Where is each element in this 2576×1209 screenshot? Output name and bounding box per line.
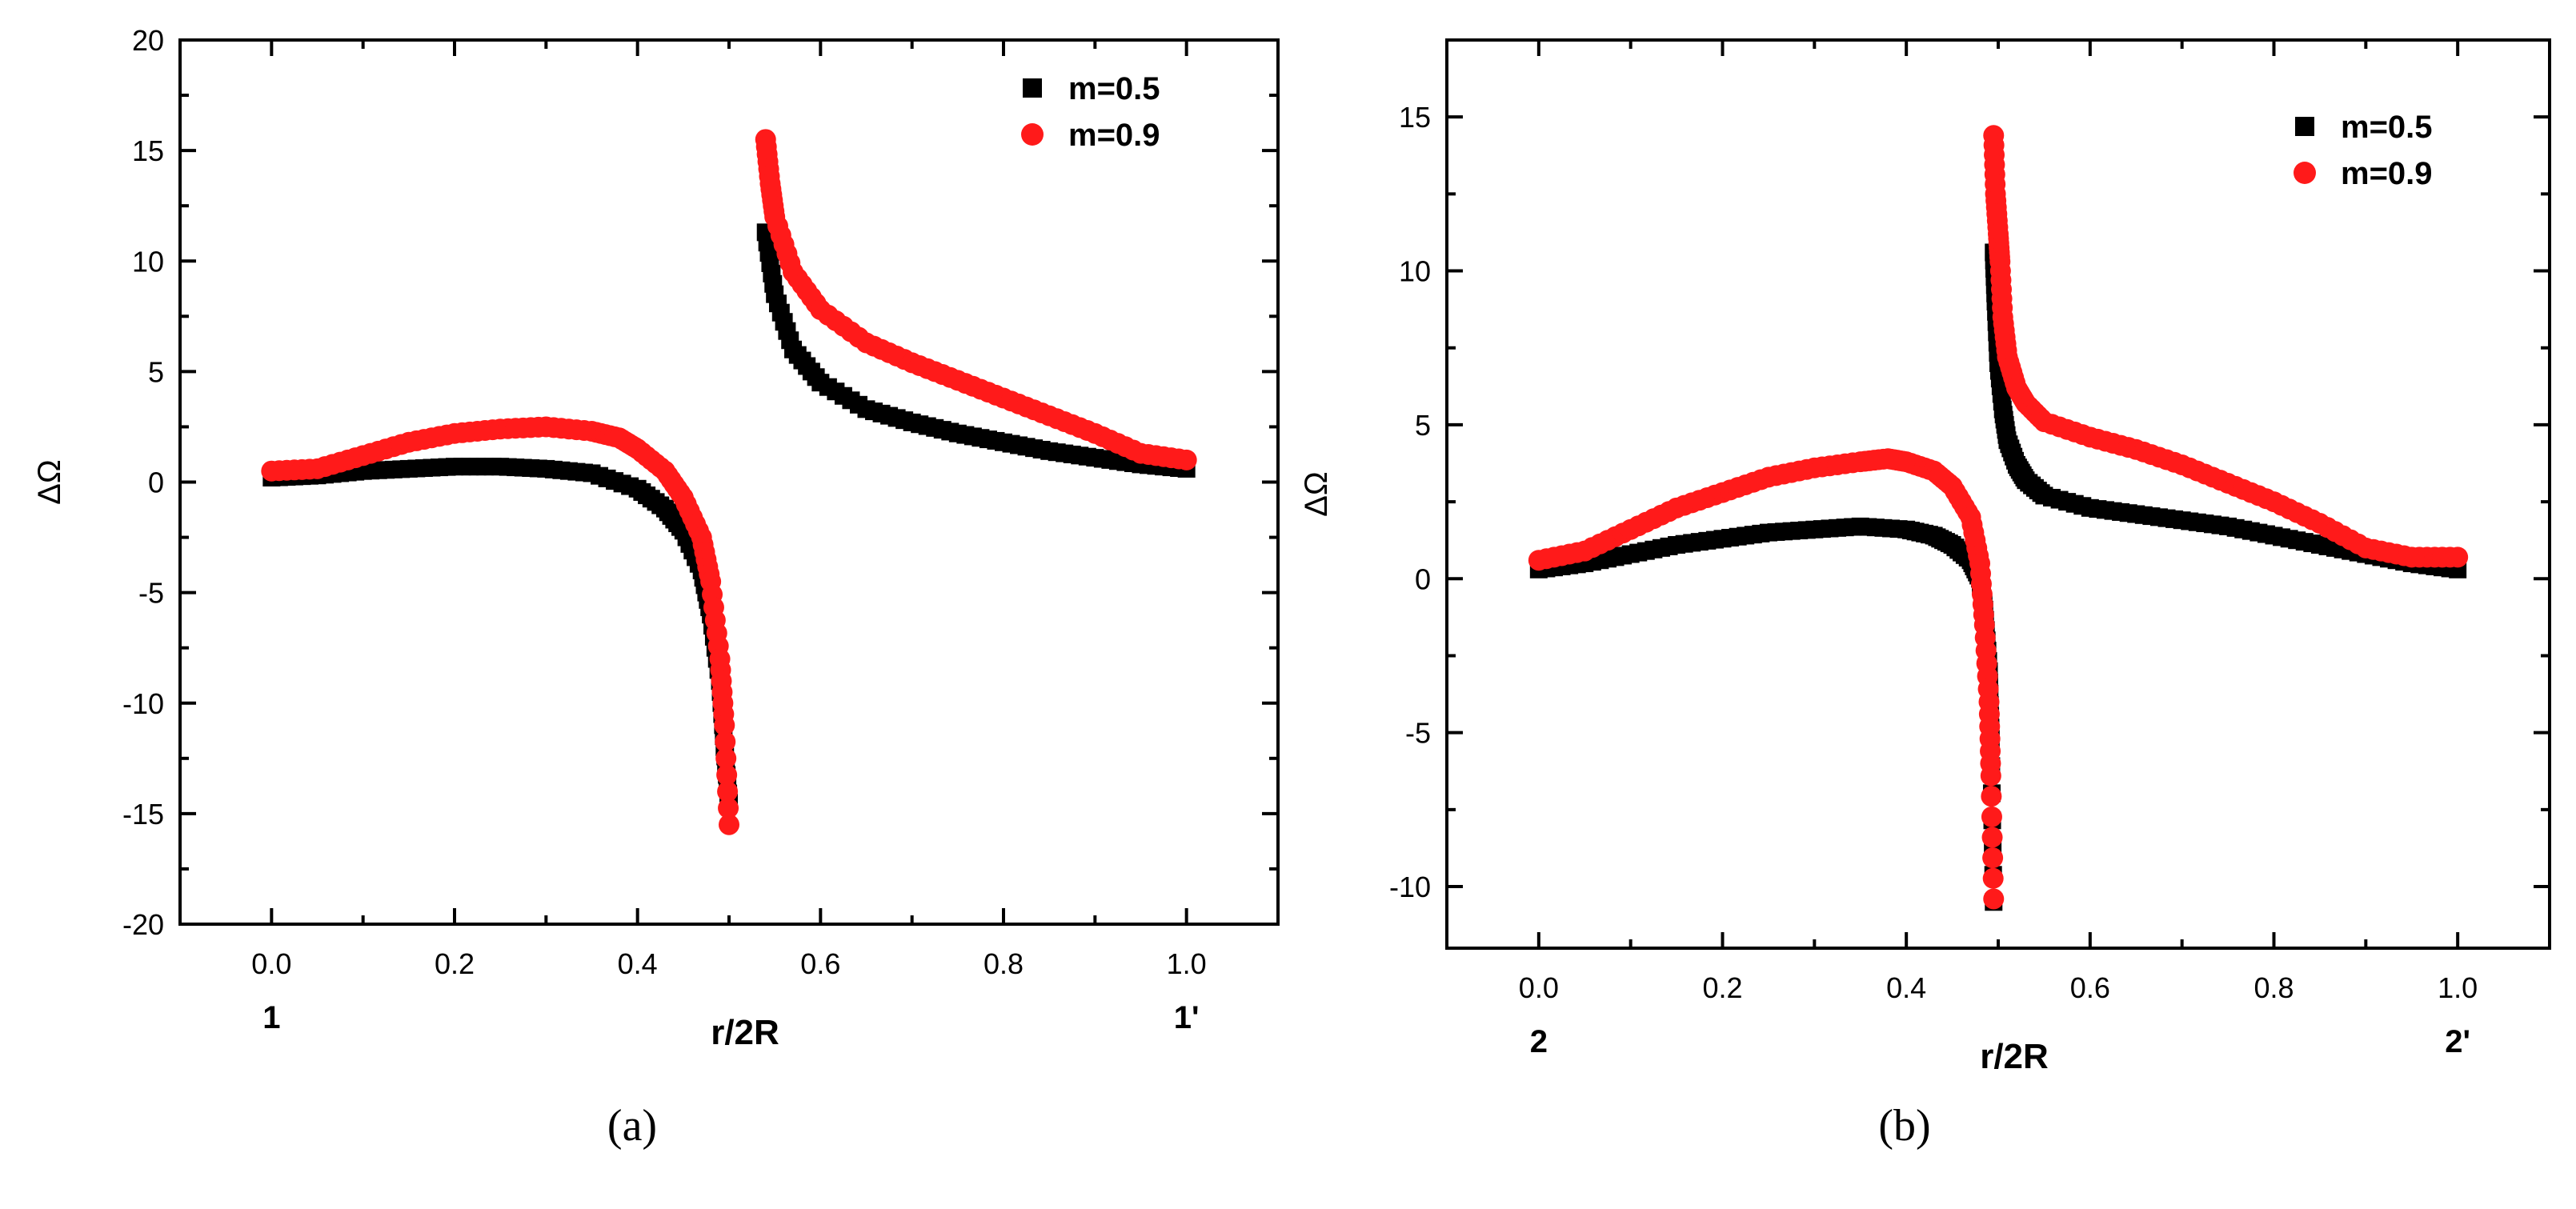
data-point-circle bbox=[717, 781, 739, 803]
y-tick-label: -5 bbox=[1405, 717, 1431, 750]
y-tick-label: 0 bbox=[1415, 562, 1431, 595]
chart-panel-a: 0.0 0.2 0.4 0.6 0.8 1.0 1 1' -20 -15 -10 -5 0 5 10 15 20… bbox=[32, 24, 1280, 1151]
y-tick-label: 10 bbox=[132, 245, 164, 278]
x-tick-label: 0.0 bbox=[251, 947, 291, 980]
data-point-circle bbox=[1981, 806, 2002, 827]
x-tick-label: 0.8 bbox=[2253, 971, 2294, 1004]
legend-marker-square bbox=[2295, 117, 2314, 136]
data-point-circle bbox=[1982, 847, 2004, 869]
x-tick-label: 0.2 bbox=[435, 947, 475, 980]
data-point-circle bbox=[716, 764, 738, 786]
legend-label: m=0.9 bbox=[1068, 118, 1160, 153]
panel-caption: (a) bbox=[607, 1101, 657, 1151]
x-tick-label: 0.8 bbox=[984, 947, 1024, 980]
data-point-circle bbox=[1176, 449, 1197, 470]
legend: m=0.5 m=0.9 bbox=[1021, 71, 1160, 153]
y-axis-title: ΔΩ bbox=[1299, 471, 1334, 517]
data-point-circle bbox=[715, 731, 736, 753]
data-point-circle bbox=[715, 747, 737, 769]
data-point-circle bbox=[1982, 867, 2004, 889]
legend-label: m=0.5 bbox=[2341, 110, 2433, 145]
x-endpoint-label: 1' bbox=[1174, 1000, 1200, 1035]
y-tick-label: 15 bbox=[1399, 101, 1431, 134]
series-m=0.9 bbox=[1528, 125, 2469, 910]
y-tick-label: -5 bbox=[138, 577, 164, 610]
x-tick-label: 0.2 bbox=[1702, 971, 1742, 1004]
y-tick-label: 5 bbox=[1415, 409, 1431, 442]
x-tick-label: 0.6 bbox=[800, 947, 840, 980]
chart-panel-b: 0.0 0.2 0.4 0.6 0.8 1.0 2 2' -10 -5 0 5 10 15 r/2R ΔΩ (b… bbox=[1299, 38, 2551, 1151]
y-tick-label: -20 bbox=[122, 908, 164, 941]
panel-caption: (b) bbox=[1878, 1101, 1930, 1151]
legend-marker-circle bbox=[2294, 162, 2316, 184]
y-tick-label: -10 bbox=[1389, 871, 1431, 903]
x-endpoint-label: 2' bbox=[2445, 1024, 2470, 1059]
data-point-circle bbox=[1983, 888, 2005, 910]
legend-label: m=0.5 bbox=[1068, 71, 1160, 106]
y-tick-label: 5 bbox=[148, 355, 164, 388]
legend: m=0.5 m=0.9 bbox=[2294, 110, 2433, 191]
y-axis-title: ΔΩ bbox=[32, 459, 67, 505]
y-tick-label: 20 bbox=[132, 24, 164, 57]
y-tick-label: 10 bbox=[1399, 255, 1431, 288]
legend-marker-square bbox=[1023, 78, 1042, 98]
data-point-circle bbox=[2447, 546, 2469, 568]
x-tick-label: 0.0 bbox=[1519, 971, 1559, 1004]
y-tick-label: -15 bbox=[122, 798, 164, 831]
data-point-circle bbox=[714, 715, 735, 736]
data-point-circle bbox=[1981, 786, 2002, 807]
legend-label: m=0.9 bbox=[2341, 156, 2433, 191]
data-point-circle bbox=[718, 797, 739, 819]
x-endpoint-label: 1 bbox=[262, 1000, 280, 1035]
x-tick-label: 0.4 bbox=[618, 947, 658, 980]
series-m=0.9 bbox=[261, 129, 1197, 835]
y-tick-label: 0 bbox=[148, 466, 164, 499]
x-axis-title: r/2R bbox=[1980, 1037, 2049, 1076]
data-point-circle bbox=[1980, 765, 2001, 787]
legend-marker-circle bbox=[1021, 123, 1044, 146]
x-tick-label: 0.4 bbox=[1886, 971, 1926, 1004]
x-endpoint-label: 2 bbox=[1530, 1024, 1548, 1059]
data-point-circle bbox=[719, 814, 739, 835]
y-tick-label: 15 bbox=[132, 134, 164, 167]
x-tick-label: 1.0 bbox=[1167, 947, 1207, 980]
y-tick-label: -10 bbox=[122, 687, 164, 720]
x-axis-title: r/2R bbox=[711, 1013, 779, 1052]
x-tick-label: 0.6 bbox=[2070, 971, 2110, 1004]
x-tick-label: 1.0 bbox=[2438, 971, 2478, 1004]
data-point-circle bbox=[1981, 827, 2003, 848]
